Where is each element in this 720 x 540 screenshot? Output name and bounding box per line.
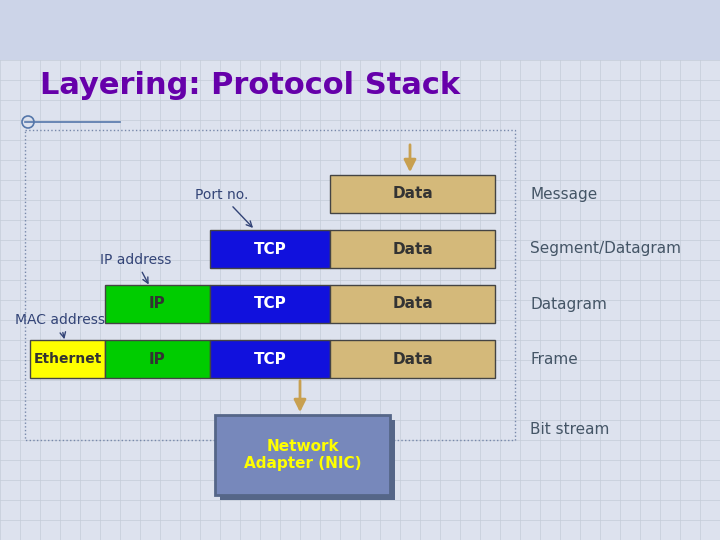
Text: Bit stream: Bit stream (530, 422, 609, 437)
Text: Message: Message (530, 186, 598, 201)
Bar (210, 285, 330, 323)
Text: MAC address: MAC address (15, 313, 105, 338)
Text: TCP: TCP (253, 296, 287, 312)
Text: Data: Data (392, 352, 433, 367)
Text: Datagram: Datagram (530, 296, 607, 312)
Bar (215, 415, 390, 495)
Text: Layering: Protocol Stack: Layering: Protocol Stack (40, 71, 460, 99)
Text: IP: IP (149, 352, 166, 367)
Bar (30, 340, 105, 378)
Bar (330, 175, 495, 213)
Bar (0, 0, 720, 60)
Bar (210, 230, 330, 268)
Bar (330, 285, 495, 323)
Text: TCP: TCP (253, 241, 287, 256)
Text: Data: Data (392, 296, 433, 312)
Bar (25, 130, 515, 440)
Bar (330, 230, 495, 268)
Text: Segment/Datagram: Segment/Datagram (530, 241, 681, 256)
Bar (105, 285, 210, 323)
Text: TCP: TCP (253, 352, 287, 367)
Text: Data: Data (392, 186, 433, 201)
Text: IP: IP (149, 296, 166, 312)
Text: IP address: IP address (100, 253, 171, 283)
Bar (330, 340, 495, 378)
Bar (220, 420, 395, 500)
Text: Network
Adapter (NIC): Network Adapter (NIC) (244, 439, 361, 471)
Bar (210, 340, 330, 378)
Text: Frame: Frame (530, 352, 577, 367)
Text: Data: Data (392, 241, 433, 256)
Bar (105, 340, 210, 378)
Text: Port no.: Port no. (195, 188, 252, 227)
Text: Ethernet: Ethernet (33, 352, 102, 366)
